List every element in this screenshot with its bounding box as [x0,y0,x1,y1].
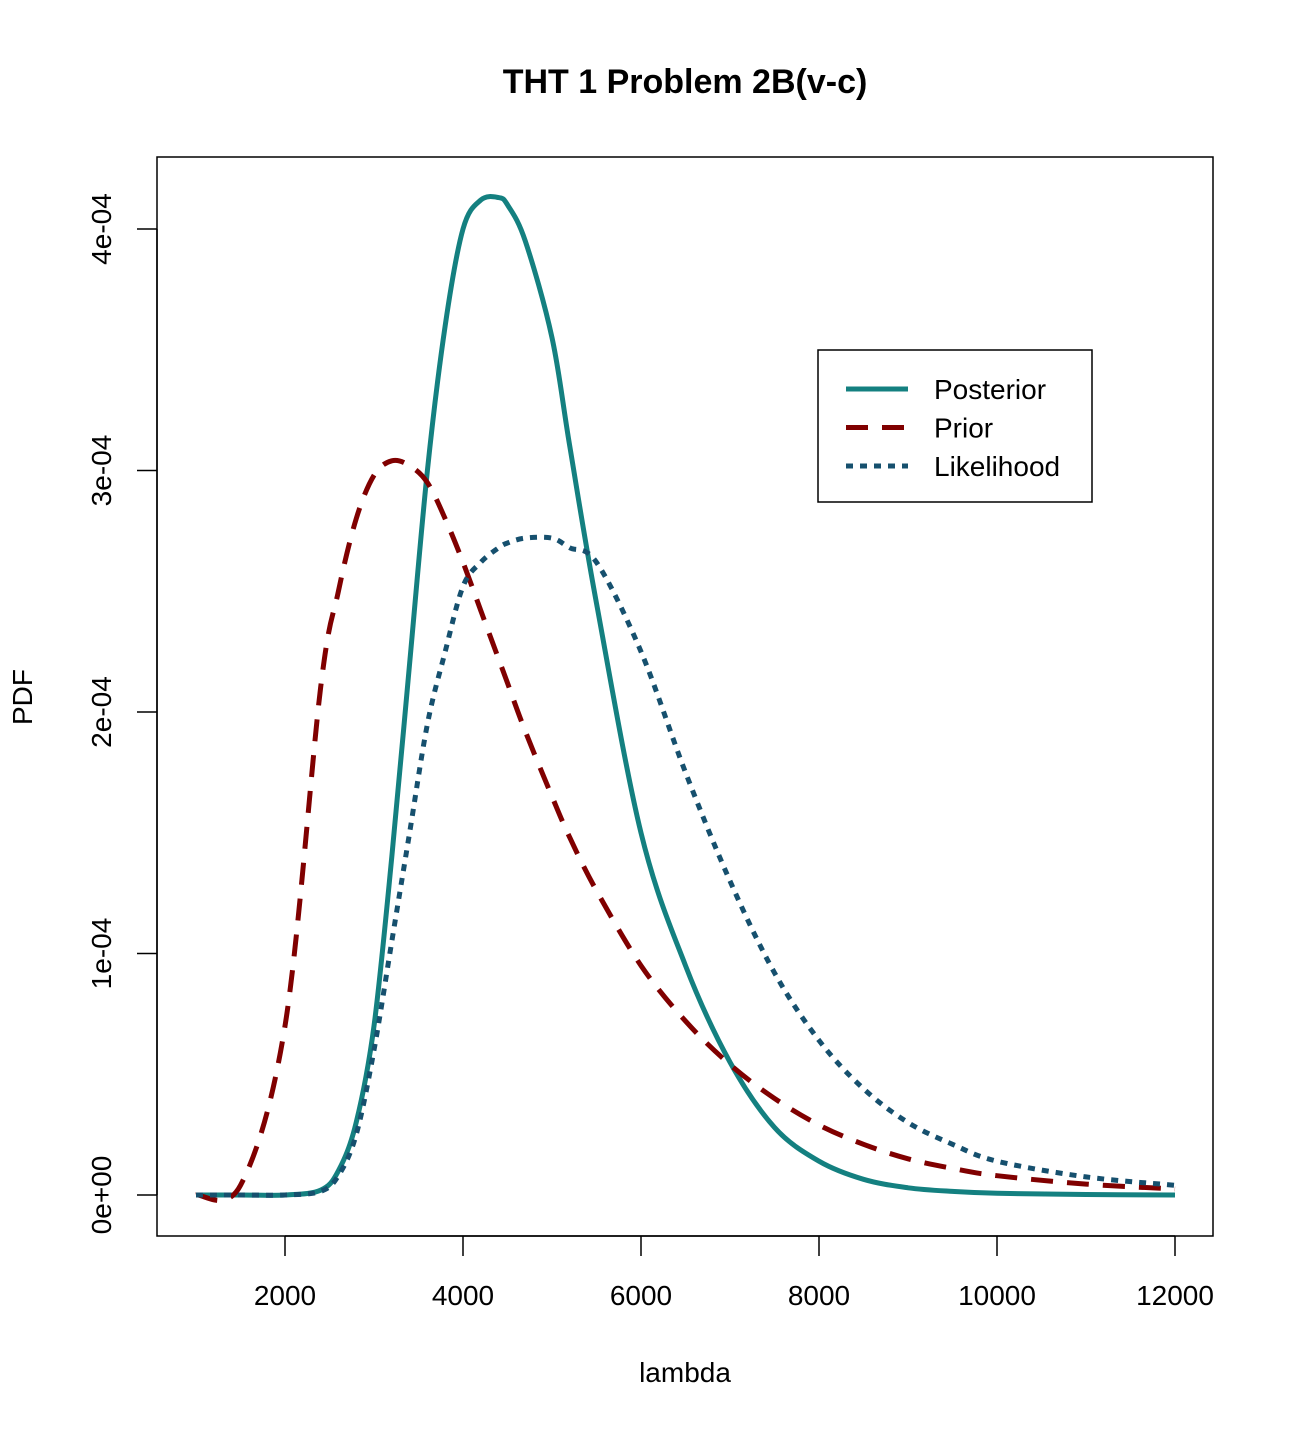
y-tick-label: 0e+00 [86,1156,117,1235]
series-line-posterior [195,194,1176,1198]
y-axis-label: PDF [7,669,38,725]
legend-label-prior: Prior [934,413,993,444]
legend: Posterior Prior Likelihood [817,349,1093,503]
y-tick-label: 4e-04 [86,193,117,265]
x-tick-label: 2000 [254,1280,316,1311]
series-line-prior [195,457,1176,1203]
plot-frame [156,156,1214,1237]
series-line-likelihood [195,534,1176,1198]
legend-label-posterior: Posterior [934,374,1046,405]
x-tick-label: 12000 [1136,1280,1214,1311]
x-tick-label: 8000 [788,1280,850,1311]
x-tick-label: 6000 [610,1280,672,1311]
y-tick-label: 2e-04 [86,676,117,748]
y-tick-label: 3e-04 [86,435,117,507]
series-layer [195,194,1176,1203]
x-axis: 2000 4000 6000 8000 10000 12000 [254,1235,1214,1311]
y-tick-label: 1e-04 [86,918,117,990]
legend-label-likelihood: Likelihood [934,451,1060,482]
x-tick-label: 10000 [958,1280,1036,1311]
x-tick-label: 4000 [432,1280,494,1311]
x-axis-label: lambda [639,1357,731,1388]
chart-title: THT 1 Problem 2B(v-c) [503,63,868,101]
y-axis: 0e+00 1e-04 2e-04 3e-04 4e-04 [86,193,158,1235]
